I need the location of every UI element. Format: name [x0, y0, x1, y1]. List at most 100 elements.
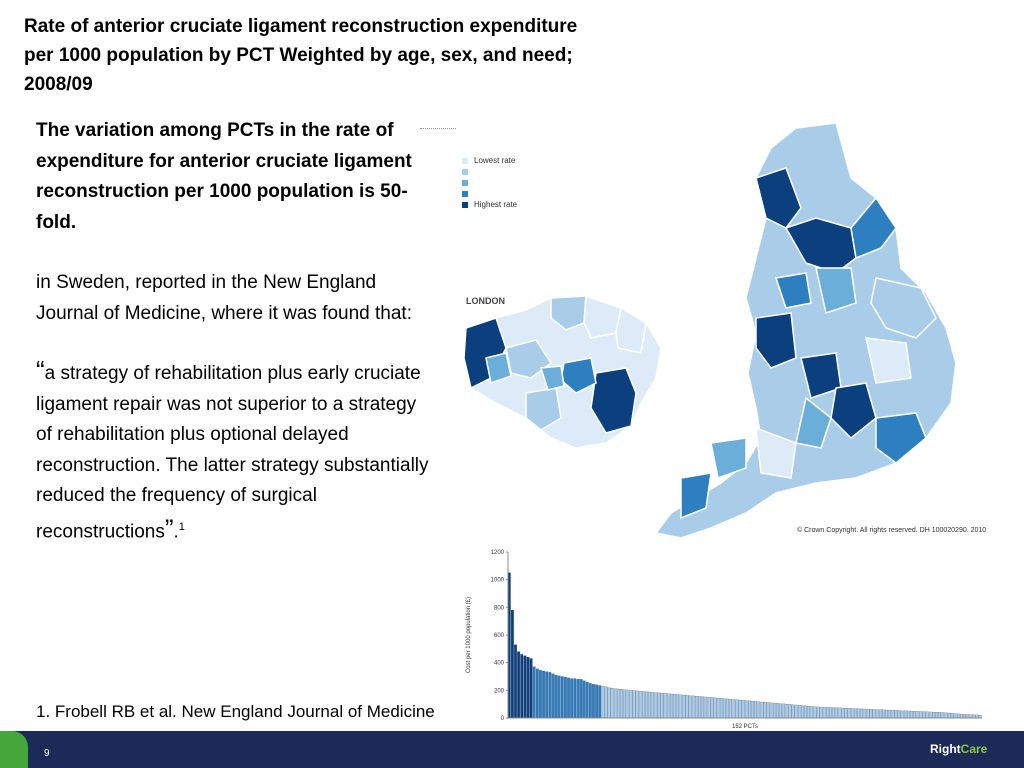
bar-pct: [744, 700, 748, 719]
bar-pct: [963, 714, 966, 719]
bar-pct: [960, 714, 963, 719]
bar-pct: [635, 690, 639, 719]
bar-pct: [735, 699, 739, 719]
bar-pct: [679, 694, 683, 719]
bar-pct: [769, 702, 773, 719]
bar-pct: [869, 709, 873, 719]
bar-pct: [620, 689, 623, 719]
pct-cost-bar-chart: 0 200 400 600 800 1000 1200 152 PCTs Cost per …: [466, 550, 982, 730]
bar-pct: [782, 703, 786, 719]
legend-item-4: [462, 188, 517, 199]
bar-pct: [688, 695, 692, 719]
bar-pct: [542, 670, 545, 719]
bar-pct: [567, 677, 570, 719]
bar-pct: [704, 696, 708, 719]
bar-pct: [779, 703, 782, 719]
bar-pct: [907, 710, 910, 719]
legend-label: Highest rate: [474, 200, 518, 209]
bar-pct: [935, 712, 938, 719]
bar-pct: [654, 692, 658, 719]
bar-pct: [579, 679, 583, 719]
x-axis-label: 152 PCTs: [732, 724, 758, 730]
bar-pct: [878, 709, 882, 719]
bar-pct: [875, 709, 879, 719]
bar-pct: [551, 673, 555, 719]
bar-pct: [810, 706, 814, 719]
england-pct-map: [463, 122, 957, 539]
bar-pct: [882, 709, 885, 719]
bar-pct: [539, 670, 542, 719]
bar-pct: [535, 668, 539, 719]
bar-pct: [526, 657, 530, 719]
copyright-note: © Crown Copyright. All rights reserved. …: [797, 527, 987, 534]
bar-pct: [776, 703, 779, 719]
bar-pct: [925, 711, 929, 719]
bar-pct: [645, 691, 648, 719]
bar-pct: [900, 710, 904, 719]
quote-period: .: [173, 520, 179, 542]
bar-pct: [748, 700, 751, 719]
bar-pct: [685, 695, 689, 719]
bar-chart-panel: 0 200 400 600 800 1000 1200 152 PCTs Cost per …: [456, 542, 984, 746]
y-tick-label: 600: [494, 633, 505, 639]
bar-pct: [838, 707, 842, 719]
legend-swatch: [462, 168, 468, 175]
bar-pct: [966, 714, 970, 719]
bar-pct: [695, 696, 698, 719]
bar-pct: [841, 707, 845, 719]
bar-pct: [729, 699, 733, 719]
bar-pct: [913, 711, 917, 719]
legend-item-lowest: Lowest rate: [462, 155, 517, 166]
bar-pct: [829, 707, 832, 719]
bar-pct: [713, 697, 717, 719]
legend-swatch: [462, 157, 468, 164]
bar-pct: [723, 698, 726, 719]
bar-pct: [825, 707, 829, 719]
bar-pct: [866, 709, 870, 719]
bar-pct: [626, 689, 630, 719]
bar-pct: [944, 712, 948, 719]
bar-pct: [754, 701, 757, 719]
bar-pct: [564, 677, 567, 719]
bar-pct: [738, 699, 742, 719]
bar-pct: [632, 690, 636, 719]
legend-item-3: [462, 177, 517, 188]
bar-pct: [903, 710, 907, 719]
bar-pct: [663, 693, 667, 719]
bar-pct: [885, 709, 888, 719]
bar-pct: [601, 686, 605, 719]
bar-pct: [726, 698, 729, 719]
bar-pct: [716, 697, 720, 719]
bar-pct: [520, 654, 524, 719]
bar-pct: [819, 706, 823, 719]
bar-pct: [816, 706, 820, 719]
legend-swatch: [462, 179, 468, 186]
y-tick-label: 200: [494, 688, 505, 694]
bar-pct: [832, 707, 835, 719]
bar-pct: [860, 708, 864, 719]
bar-pct: [757, 701, 761, 719]
footer-accent: [0, 731, 28, 768]
legend-swatch: [462, 190, 468, 197]
bar-pct: [797, 705, 801, 719]
bar-pct: [850, 708, 854, 719]
bar-pct: [582, 680, 586, 719]
bar-pct: [673, 694, 676, 719]
rightcare-logo: RightCare: [930, 742, 987, 756]
brand-right: Right: [930, 742, 961, 756]
bar-pct: [666, 693, 670, 719]
legend-item-highest: Highest rate: [462, 199, 517, 210]
bar-pct: [835, 707, 839, 719]
y-tick-label: 1200: [491, 550, 505, 556]
bar-pct: [514, 644, 517, 719]
bar-pct: [657, 692, 661, 719]
bar-pct: [922, 711, 926, 719]
bar-pct: [641, 691, 645, 719]
bar-pct: [760, 701, 764, 719]
bar-pct: [648, 691, 651, 719]
bar-pct: [953, 713, 957, 719]
bar-pct: [545, 671, 549, 719]
bar-pct: [766, 702, 770, 719]
bar-pct: [751, 701, 754, 719]
intro-text: in Sweden, reported in the New England J…: [36, 272, 412, 324]
